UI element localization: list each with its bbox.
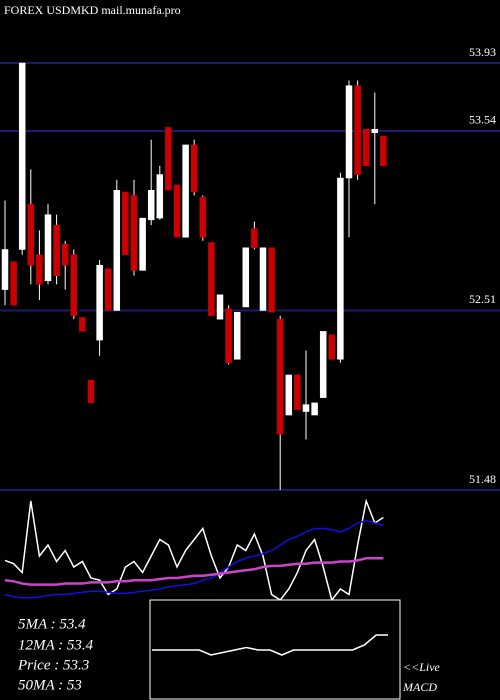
candle-body [199,196,207,238]
candle-body [122,191,129,255]
candle-body [156,174,164,219]
candle-body [190,144,198,193]
y-tick-label: 52.51 [469,292,496,306]
candle-body [371,128,379,133]
candle-body [130,195,138,271]
macd-line [152,634,388,656]
candle-body [276,318,284,435]
y-tick-label: 53.93 [469,45,496,59]
candle-body [139,217,146,271]
candle-body [294,374,301,411]
candle-body [79,317,86,332]
y-tick-label: 53.54 [469,113,496,127]
candle-body [173,184,181,238]
indicator-line [4,520,384,599]
candle-body [311,402,318,416]
candle-body [165,127,172,191]
stat: 12MA : 53.4 [18,637,94,653]
candle-body [345,85,353,179]
candle-body [328,334,336,360]
candle-body [87,379,95,404]
candle-body [337,177,344,360]
candle-body [182,144,189,238]
candle-body [113,189,121,311]
candle-body [36,254,43,285]
candle-body [354,85,361,175]
candle-body [104,268,112,311]
candle-body [362,128,370,167]
candle-body [251,228,258,248]
candle-body [380,135,387,167]
indicator-line [4,556,384,586]
candle-body [96,264,103,341]
candle-body [147,189,155,221]
candle-body [18,62,26,250]
candle-body [259,247,267,311]
chart-title: FOREX USDMKD mail.munafa.pro [4,3,181,17]
candle-body [216,294,224,320]
macd-label: MACD [402,680,437,694]
candle-body [268,247,275,313]
live-label: <<Live [403,660,441,674]
candle-body [44,214,52,282]
stats: 5MA : 53.4 12MA : 53.4 Price : 53.3 50MA… [17,616,441,693]
indicator-line [4,498,384,602]
candle-body [285,374,293,416]
stat: 5MA : 53.4 [18,616,86,632]
candle-body [302,404,310,412]
stat: 50MA : 53 [18,677,82,693]
candle-body [242,247,250,308]
candle-body [1,249,9,290]
candle-body [208,242,215,316]
y-tick-label: 51.48 [469,472,496,486]
candle-body [70,254,78,316]
candle-body [53,224,60,276]
candle-body [27,203,35,266]
candle-body [61,244,69,266]
candle-body [225,308,232,364]
stat: Price : 53.3 [17,657,89,673]
candle-body [233,311,241,360]
candle-body [319,331,327,398]
candle-body [10,261,17,306]
